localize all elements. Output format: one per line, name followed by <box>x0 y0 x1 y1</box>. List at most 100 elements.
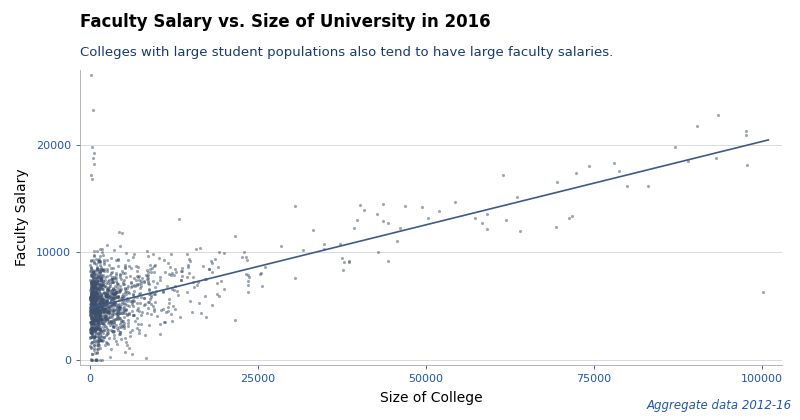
Point <box>94 284 107 290</box>
Point <box>114 287 126 294</box>
Point <box>85 307 98 314</box>
Point <box>206 260 218 267</box>
Point <box>90 284 102 290</box>
Point <box>94 297 106 304</box>
Point <box>92 311 105 318</box>
Point <box>214 278 227 284</box>
Point <box>88 286 101 293</box>
Point <box>84 291 97 298</box>
Point <box>106 286 118 293</box>
Point <box>99 314 112 321</box>
Point <box>98 307 110 314</box>
Point <box>100 290 113 297</box>
Point <box>98 302 110 308</box>
Point <box>113 315 126 322</box>
Point <box>98 318 110 324</box>
Point <box>88 284 101 291</box>
Point <box>143 281 156 287</box>
Point <box>94 301 107 308</box>
Point <box>110 280 123 286</box>
Point <box>95 284 108 291</box>
Point <box>84 335 97 341</box>
Point <box>120 273 133 280</box>
Point <box>130 263 143 270</box>
Point <box>116 279 129 286</box>
Point <box>86 288 99 295</box>
Point <box>121 341 134 348</box>
Point <box>86 333 98 340</box>
Point <box>106 328 119 334</box>
Point <box>91 346 104 352</box>
Point <box>91 316 104 323</box>
Point <box>142 286 155 292</box>
Point <box>101 331 114 338</box>
Point <box>682 158 694 165</box>
Point <box>106 279 118 286</box>
Point <box>100 288 113 295</box>
Point <box>90 302 102 309</box>
Point <box>93 308 106 315</box>
Point <box>122 309 135 316</box>
Point <box>114 335 127 342</box>
Point <box>86 308 98 315</box>
Point <box>98 305 111 312</box>
Point <box>229 233 242 239</box>
Point <box>86 274 99 281</box>
Point <box>122 303 135 310</box>
Point <box>88 333 101 340</box>
Point <box>118 306 131 313</box>
Point <box>99 298 112 304</box>
Point <box>166 270 178 276</box>
Point <box>90 299 102 306</box>
Point <box>84 314 97 320</box>
Point <box>133 329 146 336</box>
Point <box>100 297 113 304</box>
Point <box>135 311 148 318</box>
Point <box>86 351 98 357</box>
Point <box>86 306 98 313</box>
Point <box>100 279 113 286</box>
Point <box>433 207 446 214</box>
Point <box>90 312 102 319</box>
Point <box>119 305 132 312</box>
Point <box>86 321 98 328</box>
Point <box>89 290 102 297</box>
Point <box>242 282 254 289</box>
Point <box>566 213 578 220</box>
Point <box>92 323 105 330</box>
Point <box>86 333 98 340</box>
Point <box>88 278 101 284</box>
Point <box>127 281 140 288</box>
Point <box>187 278 200 285</box>
Point <box>87 307 100 314</box>
Point <box>84 295 97 302</box>
Point <box>89 297 102 303</box>
Point <box>86 269 99 276</box>
Point <box>100 301 113 308</box>
Point <box>212 249 225 256</box>
Point <box>112 289 125 296</box>
Point <box>86 274 99 281</box>
Point <box>85 308 98 315</box>
Point <box>98 320 110 327</box>
Point <box>98 327 110 334</box>
Point <box>95 302 108 309</box>
Point <box>101 326 114 333</box>
Point <box>106 312 118 319</box>
Point <box>93 307 106 314</box>
Point <box>110 312 123 319</box>
Point <box>139 272 152 278</box>
Point <box>126 307 138 314</box>
Point <box>89 310 102 317</box>
Point <box>337 259 350 265</box>
Point <box>113 229 126 236</box>
Point <box>88 323 101 330</box>
Point <box>89 314 102 321</box>
Point <box>147 306 160 312</box>
Point <box>253 270 266 277</box>
Point <box>97 252 110 258</box>
Point <box>140 310 153 317</box>
Point <box>85 318 98 325</box>
Point <box>126 298 138 305</box>
Point <box>127 312 140 318</box>
